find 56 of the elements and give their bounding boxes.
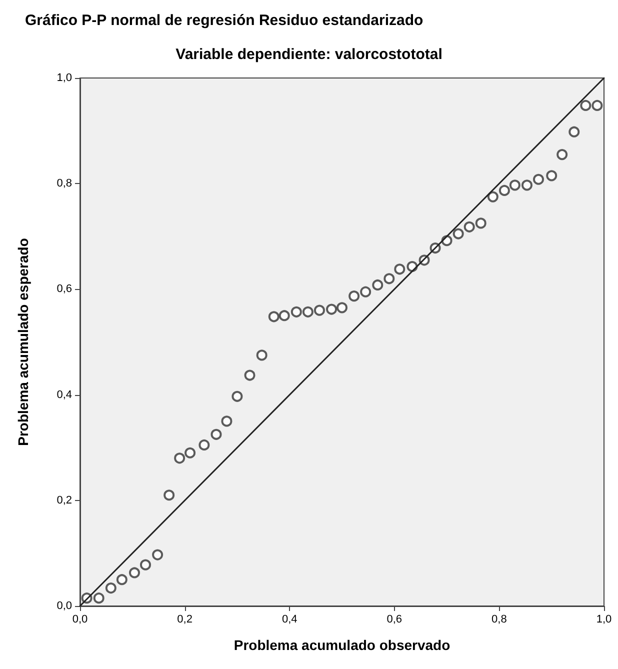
point <box>372 279 384 290</box>
point <box>244 370 256 381</box>
x-tick-label: 0,0 <box>72 614 88 626</box>
point <box>348 290 360 302</box>
point <box>174 452 186 464</box>
point <box>568 126 580 138</box>
point <box>326 304 338 315</box>
point <box>487 191 498 202</box>
point <box>580 100 592 111</box>
point <box>521 180 532 191</box>
point <box>475 218 486 229</box>
x-tick-label: 0,6 <box>386 614 402 626</box>
y-tick-label: 0,4 <box>56 388 72 401</box>
point <box>278 310 290 322</box>
point <box>509 180 520 191</box>
point <box>184 447 196 458</box>
point <box>360 286 372 298</box>
x-tick-label: 0,4 <box>282 614 298 626</box>
y-tick-label: 0,6 <box>56 283 72 296</box>
x-tick-label: 1,0 <box>596 614 612 626</box>
point <box>268 311 280 322</box>
point <box>140 559 151 570</box>
point <box>198 439 210 450</box>
point <box>336 302 348 314</box>
chart-subtitle: Variable dependiente: valorcostototal <box>176 46 442 63</box>
point <box>498 184 510 196</box>
point <box>152 549 164 560</box>
point <box>384 273 395 284</box>
chart-title: Gráfico P-P normal de regresión Residuo estandarizado <box>25 12 424 29</box>
point <box>93 592 104 604</box>
point <box>302 306 314 318</box>
point <box>314 304 325 316</box>
point <box>592 100 603 111</box>
point <box>290 306 302 318</box>
point <box>164 490 175 501</box>
x-tick-label: 0,8 <box>492 614 507 626</box>
point <box>546 170 558 182</box>
x-axis-title: Problema acumulado observado <box>234 637 450 653</box>
point <box>221 416 232 427</box>
point <box>116 574 128 586</box>
point <box>452 228 464 240</box>
point <box>533 174 544 185</box>
point <box>464 221 475 232</box>
y-tick-label: 0,2 <box>56 494 72 506</box>
point <box>556 149 568 160</box>
point <box>232 390 243 402</box>
point <box>105 582 116 594</box>
point <box>256 350 268 361</box>
y-tick-label: 0,0 <box>56 600 72 612</box>
point <box>210 428 222 440</box>
y-tick-label: 0,8 <box>56 178 72 190</box>
y-tick-label: 1,0 <box>56 72 72 84</box>
point <box>129 567 140 578</box>
point <box>394 264 406 275</box>
y-axis-title: Problema acumulado esperado <box>15 238 31 446</box>
x-tick-label: 0,2 <box>177 614 192 626</box>
